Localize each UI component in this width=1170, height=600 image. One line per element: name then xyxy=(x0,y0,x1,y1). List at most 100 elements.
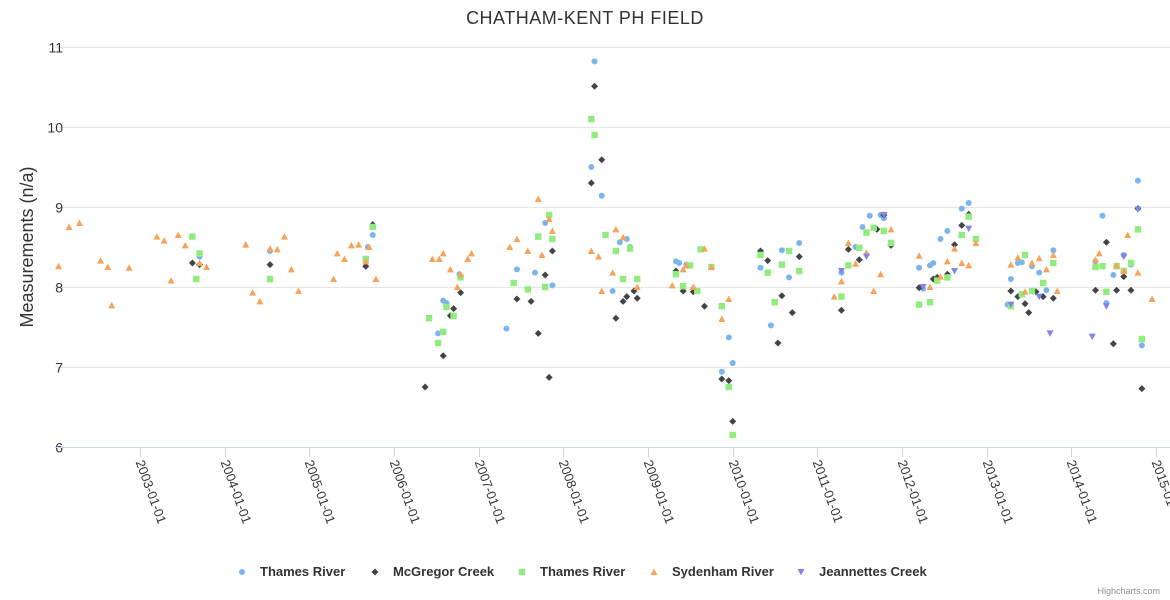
data-point xyxy=(340,255,348,262)
data-point xyxy=(443,303,450,311)
legend: Thames River McGregor Creek Thames River Sy… xyxy=(239,564,927,579)
series-3 xyxy=(189,115,1146,439)
data-point xyxy=(531,269,538,276)
data-point xyxy=(160,237,168,244)
data-point xyxy=(845,262,852,269)
data-point xyxy=(944,228,951,234)
data-point xyxy=(545,215,553,222)
data-point xyxy=(965,225,973,233)
data-point xyxy=(287,265,295,273)
data-point xyxy=(196,259,204,266)
x-tick-label: 2004-01-01 xyxy=(218,458,255,526)
data-point xyxy=(926,283,934,290)
x-axis: 2003-01-01 2004-01-01 2005-01-01 2006-01-01… xyxy=(133,447,1170,526)
data-point xyxy=(633,294,641,302)
data-point xyxy=(513,295,521,303)
data-point xyxy=(771,299,778,306)
legend-item[interactable]: Thames River xyxy=(239,564,345,579)
credits-link[interactable]: Highcharts.com xyxy=(1097,586,1160,596)
legend-label: McGregor Creek xyxy=(393,564,495,579)
data-point xyxy=(859,224,866,230)
legend-item[interactable]: Sydenham River xyxy=(650,564,774,579)
data-point xyxy=(196,250,203,257)
data-point xyxy=(549,235,556,243)
data-point xyxy=(598,192,605,199)
data-point xyxy=(1028,259,1036,266)
data-point xyxy=(256,297,264,305)
data-point xyxy=(535,233,542,240)
data-point xyxy=(1134,177,1141,184)
data-point xyxy=(1036,269,1043,276)
data-point xyxy=(1113,286,1121,294)
data-point xyxy=(877,270,885,278)
data-point xyxy=(587,179,595,187)
data-point xyxy=(1120,273,1128,281)
data-point xyxy=(1102,303,1110,310)
data-point xyxy=(362,262,370,270)
data-point xyxy=(434,339,442,347)
legend-label: Thames River xyxy=(260,564,345,579)
data-point xyxy=(1138,335,1146,343)
data-point xyxy=(453,283,461,290)
data-point xyxy=(1014,253,1022,261)
legend-item[interactable]: Jeannettes Creek xyxy=(797,564,928,579)
x-tick-label: 2007-01-01 xyxy=(472,458,509,526)
data-point xyxy=(778,292,786,300)
data-point xyxy=(249,289,257,296)
data-point xyxy=(534,195,542,202)
data-point xyxy=(1092,263,1099,271)
legend-item[interactable]: McGregor Creek xyxy=(371,564,495,579)
data-point xyxy=(1018,259,1025,266)
data-point xyxy=(725,383,732,391)
data-point xyxy=(1007,287,1015,295)
data-point xyxy=(1124,231,1132,238)
data-point xyxy=(1134,206,1142,213)
data-point xyxy=(774,339,782,347)
data-point xyxy=(524,247,532,254)
data-point xyxy=(1138,385,1146,393)
y-tick-label: 8 xyxy=(55,280,63,296)
data-point xyxy=(467,249,475,257)
data-point xyxy=(679,265,687,273)
y-tick-label: 9 xyxy=(55,200,63,216)
data-point xyxy=(1099,212,1106,219)
data-point xyxy=(1046,330,1054,337)
data-point xyxy=(718,303,726,310)
data-point xyxy=(707,263,715,270)
data-point xyxy=(587,247,595,254)
legend-item[interactable]: Thames River xyxy=(518,564,625,579)
data-point xyxy=(513,266,520,273)
legend-marker-icon xyxy=(239,569,245,575)
data-point xyxy=(633,283,641,290)
data-point xyxy=(1134,269,1142,276)
data-point xyxy=(689,283,697,290)
data-point xyxy=(866,212,873,219)
data-point xyxy=(1120,253,1128,261)
data-point xyxy=(1050,259,1057,267)
series-2 xyxy=(188,82,1146,425)
data-point xyxy=(588,115,595,123)
data-point xyxy=(266,275,274,283)
data-point xyxy=(852,260,860,267)
data-point xyxy=(844,245,852,253)
data-point xyxy=(548,227,556,234)
x-tick-label: 2008-01-01 xyxy=(556,458,593,526)
data-point xyxy=(369,223,376,231)
x-tick-label: 2005-01-01 xyxy=(302,458,339,526)
x-tick-label: 2006-01-01 xyxy=(387,458,424,526)
data-point xyxy=(965,213,972,220)
data-point xyxy=(725,295,733,302)
data-point xyxy=(365,243,373,250)
data-point xyxy=(242,241,250,248)
data-point xyxy=(958,221,966,229)
data-point xyxy=(446,265,454,273)
data-point xyxy=(591,82,599,90)
data-point xyxy=(125,264,133,271)
data-point xyxy=(188,259,196,267)
data-point xyxy=(440,328,447,335)
data-point xyxy=(108,301,116,309)
data-point xyxy=(355,241,363,248)
data-point xyxy=(457,270,465,278)
data-point xyxy=(266,261,274,269)
data-point xyxy=(863,229,870,236)
